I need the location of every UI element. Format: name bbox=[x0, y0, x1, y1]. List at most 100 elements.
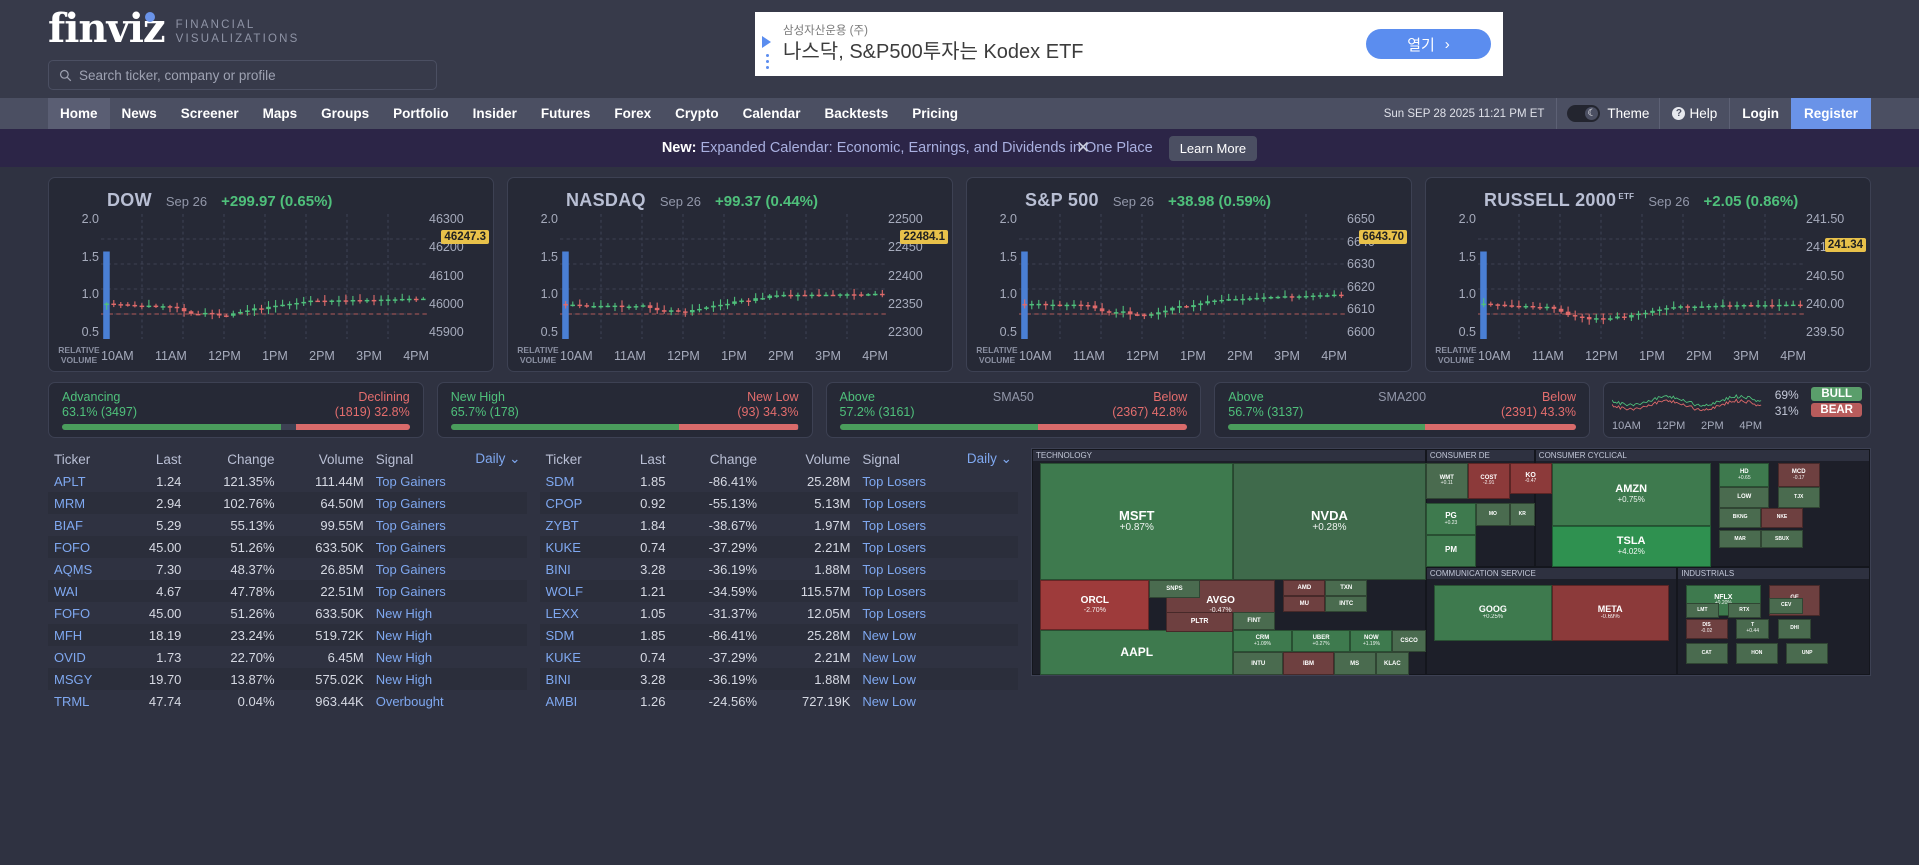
cell-ticker[interactable]: FOFO bbox=[48, 602, 122, 624]
theme-switch[interactable]: ☾ bbox=[1567, 105, 1601, 122]
ticker-link[interactable]: SDM bbox=[545, 473, 575, 489]
cell-signal[interactable]: Top Gainers bbox=[370, 514, 527, 536]
heatmap-tile[interactable]: CAT bbox=[1685, 643, 1728, 664]
column-header-change[interactable]: Change bbox=[227, 451, 275, 467]
heatmap-tile[interactable]: AMZN +0.75% bbox=[1551, 462, 1711, 526]
nav-item-futures[interactable]: Futures bbox=[540, 106, 591, 121]
cell-ticker[interactable]: MRM bbox=[48, 492, 122, 514]
cell-signal[interactable]: Overbought bbox=[370, 690, 527, 712]
table-row[interactable]: AMBI 1.26 -24.56% 727.19K New Low bbox=[540, 690, 1019, 712]
ticker-link[interactable]: KUKE bbox=[545, 649, 581, 665]
logo[interactable]: finviz FINANCIAL VISUALIZATIONS bbox=[48, 8, 300, 50]
heatmap-tile[interactable]: TJX bbox=[1777, 487, 1820, 508]
heatmap-sector[interactable]: COMMUNICATION SERVICE bbox=[1425, 566, 1678, 675]
cell-signal[interactable]: Top Gainers bbox=[369, 492, 527, 514]
table-row[interactable]: WOLF 1.21 -34.59% 115.57M Top Losers bbox=[539, 580, 1018, 602]
stat-card-1[interactable]: New High New Low 65.7% (178) (93) 34.3% bbox=[436, 382, 813, 438]
table-row[interactable]: OVID 1.73 22.70% 6.45M New High bbox=[48, 646, 527, 668]
theme-toggle[interactable]: ☾ Theme bbox=[1557, 98, 1659, 129]
column-header-ticker[interactable]: Ticker bbox=[54, 451, 91, 467]
heatmap-tile[interactable]: KR bbox=[1509, 503, 1535, 526]
table-row[interactable]: BINI 3.28 -36.19% 1.88M New Low bbox=[539, 668, 1018, 690]
signal-link[interactable]: Top Losers bbox=[862, 561, 926, 577]
heatmap-tile[interactable]: BKNG bbox=[1719, 507, 1762, 529]
table-row[interactable]: LEXX 1.05 -31.37% 12.05M Top Losers bbox=[540, 602, 1019, 624]
heatmap-tile[interactable]: HD +0.65 bbox=[1719, 462, 1770, 488]
ticker-link[interactable]: KUKE bbox=[545, 539, 581, 555]
heatmap-tile[interactable]: FINT bbox=[1233, 611, 1275, 630]
search-box[interactable] bbox=[48, 60, 437, 90]
cell-signal[interactable]: Top Gainers bbox=[369, 536, 527, 558]
ticker-link[interactable]: FOFO bbox=[54, 605, 91, 621]
table-row[interactable]: FOFO 45.00 51.26% 633.50K Top Gainers bbox=[48, 536, 527, 558]
heatmap-tile[interactable]: PM bbox=[1425, 534, 1477, 567]
index-card-nasdaq[interactable]: NASDAQ Sep 26 +99.37 (0.44%) 2.0 1.5 1.0 0.5 22… bbox=[507, 177, 953, 372]
heatmap-tile[interactable]: MO bbox=[1476, 503, 1510, 526]
column-header-volume[interactable]: Volume bbox=[805, 451, 851, 467]
heatmap-tile[interactable]: COST -2.91 bbox=[1467, 462, 1510, 499]
ticker-link[interactable]: OVID bbox=[54, 649, 86, 665]
heatmap-tile[interactable]: INTU bbox=[1233, 652, 1284, 675]
nav-item-forex[interactable]: Forex bbox=[614, 106, 652, 121]
column-header-volume[interactable]: Volume bbox=[318, 451, 364, 467]
heatmap-tile[interactable]: AAPL bbox=[1040, 629, 1234, 675]
column-header-signal[interactable]: Signal bbox=[375, 451, 414, 467]
ad-menu-icon[interactable] bbox=[766, 54, 769, 72]
signal-link[interactable]: Top Losers bbox=[862, 583, 926, 599]
help-link[interactable]: ? Help bbox=[1660, 98, 1729, 129]
cell-signal[interactable]: Top Gainers bbox=[369, 580, 527, 602]
heatmap-tile[interactable]: T +0.44 bbox=[1735, 618, 1770, 639]
heatmap-tile[interactable]: GOOG +0.25% bbox=[1434, 584, 1552, 642]
table-row[interactable]: FOFO 45.00 51.26% 633.50K New High bbox=[48, 602, 527, 624]
signal-link[interactable]: New Low bbox=[862, 671, 916, 687]
heatmap-tile[interactable]: MCD -0.17 bbox=[1777, 462, 1820, 488]
column-header-last[interactable]: Last bbox=[155, 451, 182, 467]
ad-cta-button[interactable]: 열기 › bbox=[1366, 29, 1491, 59]
cell-ticker[interactable]: CPOP bbox=[539, 492, 615, 514]
table-row[interactable]: KUKE 0.74 -37.29% 2.21M Top Losers bbox=[539, 536, 1018, 558]
heatmap-tile[interactable]: AMD bbox=[1283, 580, 1326, 596]
stat-card-0[interactable]: Advancing Declining 63.1% (3497) (1819) 32.… bbox=[48, 382, 424, 438]
column-header-change[interactable]: Change bbox=[709, 451, 757, 467]
ticker-link[interactable]: BIAF bbox=[54, 517, 83, 533]
heatmap-tile[interactable]: HON bbox=[1735, 643, 1778, 664]
heatmap-tile[interactable]: INTC bbox=[1325, 595, 1368, 612]
heatmap-tile[interactable]: UBER +0.27% bbox=[1291, 629, 1351, 653]
cell-signal[interactable]: Top Losers bbox=[856, 536, 1018, 558]
heatmap-tile[interactable]: TSLA +4.02% bbox=[1551, 525, 1711, 567]
cell-signal[interactable]: New Low bbox=[856, 668, 1018, 690]
signal-link[interactable]: Overbought bbox=[375, 693, 444, 709]
cell-signal[interactable]: Top Losers bbox=[856, 580, 1018, 602]
cell-ticker[interactable]: AQMS bbox=[48, 558, 122, 580]
cell-ticker[interactable]: TRML bbox=[48, 690, 122, 712]
table-row[interactable]: CPOP 0.92 -55.13% 5.13M Top Losers bbox=[539, 492, 1018, 514]
signal-link[interactable]: Top Losers bbox=[862, 495, 926, 511]
index-card-russell-2000[interactable]: RUSSELL 2000 ETF Sep 26 +2.05 (0.86%) 2.0 1.5… bbox=[1425, 177, 1871, 372]
cell-signal[interactable]: New High bbox=[370, 602, 527, 624]
cell-signal[interactable]: Top Losers bbox=[856, 470, 1018, 492]
heatmap-tile[interactable]: WMT +0.11 bbox=[1425, 462, 1468, 499]
market-heatmap[interactable]: TECHNOLOGY CONSUMER DE CONSUMER CYCLICAL CO… bbox=[1031, 448, 1871, 676]
heatmap-tile[interactable]: CSCO bbox=[1392, 629, 1426, 653]
ticker-link[interactable]: AQMS bbox=[54, 561, 93, 577]
cell-ticker[interactable]: KUKE bbox=[539, 536, 615, 558]
cell-ticker[interactable]: AMBI bbox=[540, 690, 615, 712]
cell-signal[interactable]: New High bbox=[369, 668, 527, 690]
heatmap-tile[interactable]: IBM bbox=[1283, 652, 1334, 675]
cell-ticker[interactable]: SDM bbox=[540, 470, 615, 492]
ticker-link[interactable]: LEXX bbox=[545, 605, 579, 621]
cell-ticker[interactable]: BIAF bbox=[48, 514, 122, 536]
heatmap-tile[interactable]: SNPS bbox=[1149, 580, 1200, 599]
signal-link[interactable]: New Low bbox=[862, 627, 916, 643]
ticker-link[interactable]: FOFO bbox=[54, 539, 91, 555]
cell-ticker[interactable]: BINI bbox=[540, 558, 615, 580]
table-row[interactable]: SDM 1.85 -86.41% 25.28M Top Losers bbox=[540, 470, 1019, 492]
login-button[interactable]: Login bbox=[1742, 106, 1779, 121]
table-row[interactable]: SDM 1.85 -86.41% 25.28M New Low bbox=[539, 624, 1018, 646]
stat-card-3[interactable]: Above Below SMA200 56.7% (3137) (2391) 43.3% bbox=[1214, 382, 1590, 438]
cell-ticker[interactable]: KUKE bbox=[540, 646, 615, 668]
heatmap-tile[interactable]: SBUX bbox=[1761, 530, 1803, 549]
breadth-card[interactable]: 69% 31% BULL BEAR 10AM 12PM 2PM 4PM bbox=[1603, 382, 1871, 438]
search-input[interactable] bbox=[79, 67, 426, 83]
nav-item-groups[interactable]: Groups bbox=[321, 106, 370, 121]
